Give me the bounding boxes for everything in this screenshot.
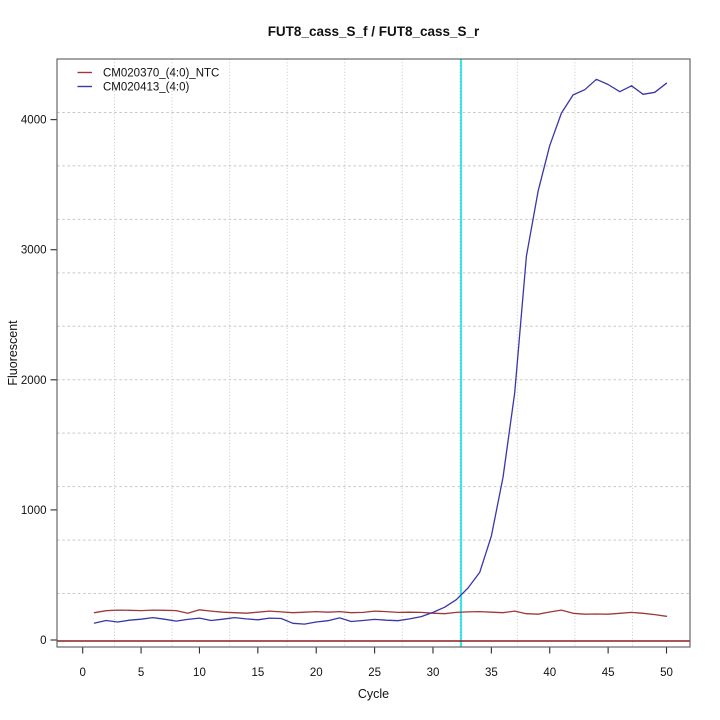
grid-layer: [57, 59, 690, 647]
y-tick-label: 4000: [21, 115, 47, 127]
x-tick-label: 0: [79, 667, 85, 679]
x-axis-label: Cycle: [358, 687, 389, 701]
y-axis-label: Fluorescent: [6, 320, 20, 386]
x-tick-label: 5: [138, 667, 144, 679]
x-tick-label: 50: [660, 667, 673, 679]
x-tick-label: 30: [427, 667, 440, 679]
legend-label-ntc: CM020370_(4:0)_NTC: [103, 68, 219, 80]
y-tick-label: 3000: [21, 245, 47, 257]
reference-lines-layer: [57, 59, 690, 647]
y-tick-label: 2000: [21, 375, 47, 387]
series-line-cm020413-4-0-: [93, 78, 668, 625]
y-tick-label: 0: [40, 635, 46, 647]
axes-layer: 0 5 10 15 20 25 30 35 40 45 50 0 1000 2000 3000 4000: [21, 115, 673, 679]
plot-box: [56, 58, 691, 648]
legend-item-ntc: CM020370_(4:0)_NTC: [77, 68, 219, 80]
legend: CM020370_(4:0)_NTC CM020413_(4:0): [77, 68, 219, 94]
x-tick-label: 15: [251, 667, 264, 679]
x-tick-label: 25: [368, 667, 381, 679]
x-tick-label: 35: [485, 667, 498, 679]
x-tick-label: 45: [602, 667, 615, 679]
series-line-cm020370-4-0-ntc: [93, 609, 668, 617]
x-tick-label: 40: [543, 667, 556, 679]
y-tick-label: 1000: [21, 505, 47, 517]
x-tick-label: 20: [310, 667, 323, 679]
series-layer: [93, 78, 668, 625]
legend-label-sample: CM020413_(4:0): [103, 82, 189, 94]
x-tick-label: 10: [193, 667, 206, 679]
chart-title: FUT8_cass_S_f / FUT8_cass_S_r: [268, 24, 480, 39]
legend-item-sample: CM020413_(4:0): [77, 82, 189, 94]
